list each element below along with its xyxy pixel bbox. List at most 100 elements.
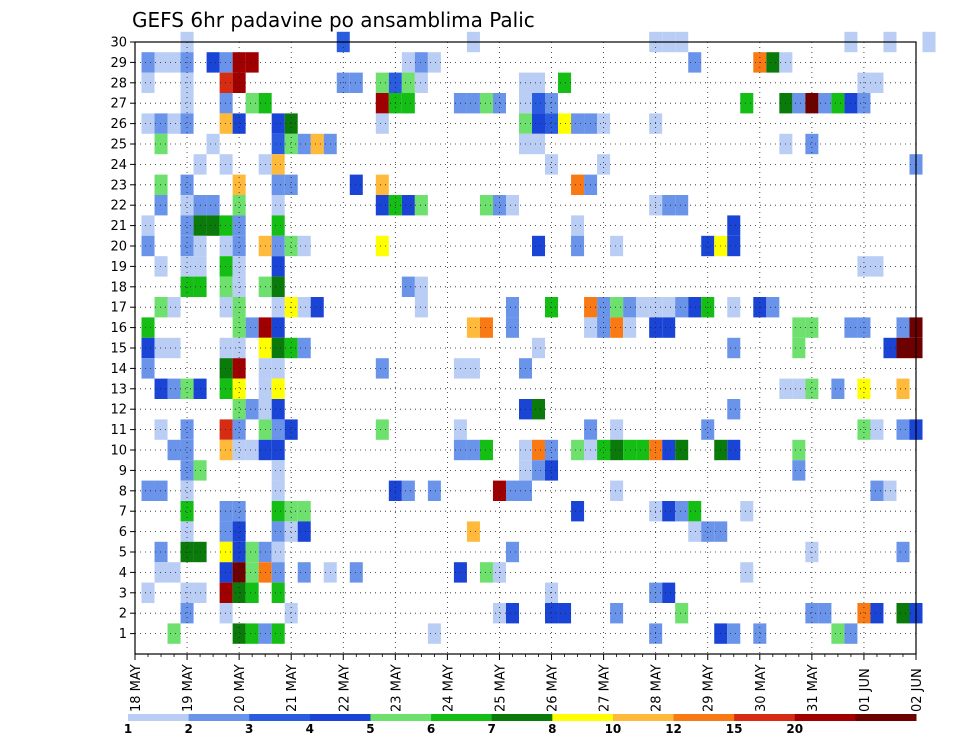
heatmap-cell (245, 562, 259, 583)
heatmap-cell (427, 623, 441, 644)
heatmap-cell (883, 337, 897, 359)
heatmap-cell (466, 93, 480, 114)
heatmap-cell (414, 276, 428, 297)
heatmap-cell (219, 276, 233, 297)
heatmap-cell (727, 235, 741, 257)
y-tick-label: 14 (110, 362, 127, 377)
heatmap-cell (532, 72, 546, 93)
heatmap-cell (219, 113, 233, 134)
x-tick-label: 27 MAY (598, 664, 613, 712)
heatmap-cell (245, 93, 259, 114)
heatmap-cell (466, 317, 480, 338)
heatmap-cell (245, 317, 259, 338)
heatmap-cell (284, 174, 298, 195)
heatmap-cell (271, 133, 285, 155)
heatmap-cell (141, 317, 155, 338)
heatmap-cell (375, 358, 389, 379)
y-tick-label: 27 (110, 97, 127, 112)
heatmap-cell (688, 521, 702, 542)
heatmap-cell (284, 501, 298, 522)
heatmap-cell (141, 337, 155, 359)
heatmap-cell (167, 52, 181, 73)
heatmap-cell (401, 72, 415, 93)
y-tick-label: 10 (110, 444, 127, 459)
heatmap-cell (219, 337, 233, 359)
heatmap-cell (310, 133, 324, 155)
y-tick-label: 22 (110, 199, 127, 214)
x-tick-label: 20 MAY (233, 664, 248, 712)
heatmap-cell (180, 460, 194, 481)
heatmap-cell (401, 52, 415, 73)
heatmap-cell (180, 113, 194, 134)
heatmap-cell (532, 93, 546, 114)
heatmap-cell (610, 480, 624, 501)
colorbar-label: 1 (124, 722, 132, 736)
x-tick-label: 02 JUN (910, 668, 925, 712)
heatmap-cell (740, 93, 754, 114)
heatmap-cell (701, 235, 715, 257)
colorbar-swatch (734, 714, 796, 721)
heatmap-cell (180, 174, 194, 195)
heatmap-cell (466, 439, 480, 461)
y-axis-ticks: 1234567891011121314151617181920212223242… (110, 36, 135, 642)
heatmap-cell (271, 195, 285, 216)
heatmap-cell (245, 623, 259, 644)
heatmap-cell (479, 195, 493, 216)
heatmap-cell (180, 480, 194, 501)
x-tick-label: 01 JUN (858, 668, 873, 712)
heatmap-cell (545, 460, 559, 481)
heatmap-cell (245, 541, 259, 563)
heatmap-cell (206, 195, 220, 216)
heatmap-cell (545, 603, 559, 624)
x-tick-label: 29 MAY (702, 664, 717, 712)
y-tick-label: 1 (119, 627, 127, 642)
y-tick-label: 9 (119, 464, 127, 479)
heatmap-cell (297, 337, 311, 359)
colorbar-label: 20 (786, 722, 803, 736)
heatmap-cell (401, 480, 415, 501)
heatmap-cell (219, 419, 233, 440)
heatmap-cell (271, 480, 285, 501)
y-tick-label: 11 (110, 423, 127, 438)
heatmap-cell (766, 52, 780, 73)
y-tick-label: 6 (119, 525, 127, 540)
colorbar-swatch (491, 714, 553, 721)
heatmap-cell (805, 378, 819, 399)
heatmap-cell (857, 93, 871, 114)
heatmap-cell (505, 317, 519, 338)
heatmap-cell (349, 72, 363, 93)
heatmap-cell (219, 256, 233, 277)
heatmap-cell (831, 623, 845, 644)
heatmap-cell (271, 460, 285, 481)
heatmap-cell (375, 174, 389, 195)
colorbar-label: 2 (184, 722, 192, 736)
heatmap-cell (271, 399, 285, 420)
heatmap-cell (505, 603, 519, 624)
heatmap-cell (284, 419, 298, 440)
heatmap-cell (870, 256, 884, 277)
heatmap-cell (154, 337, 168, 359)
heatmap-cell (675, 195, 689, 216)
heatmap-cell (219, 72, 233, 93)
heatmap-cell (505, 541, 519, 563)
heatmap-cell (219, 603, 233, 624)
heatmap-cell (219, 501, 233, 522)
heatmap-cell (466, 358, 480, 379)
y-tick-label: 19 (110, 260, 127, 275)
heatmap-cell (805, 93, 819, 114)
heatmap-cell (271, 154, 285, 175)
heatmap-cell (219, 93, 233, 114)
heatmap-cell (271, 378, 285, 399)
heatmap-cell (154, 195, 168, 216)
heatmap-cell (805, 133, 819, 155)
heatmap-cell (571, 501, 585, 522)
heatmap-cell (623, 439, 637, 461)
heatmap-cell (180, 419, 194, 440)
colorbar-swatch (249, 714, 311, 721)
heatmap-cell (792, 317, 806, 338)
heatmap-cell (414, 72, 428, 93)
y-tick-label: 15 (110, 342, 127, 357)
heatmap-cell (232, 439, 246, 461)
heatmap-cell (375, 419, 389, 440)
heatmap-cell (492, 603, 506, 624)
